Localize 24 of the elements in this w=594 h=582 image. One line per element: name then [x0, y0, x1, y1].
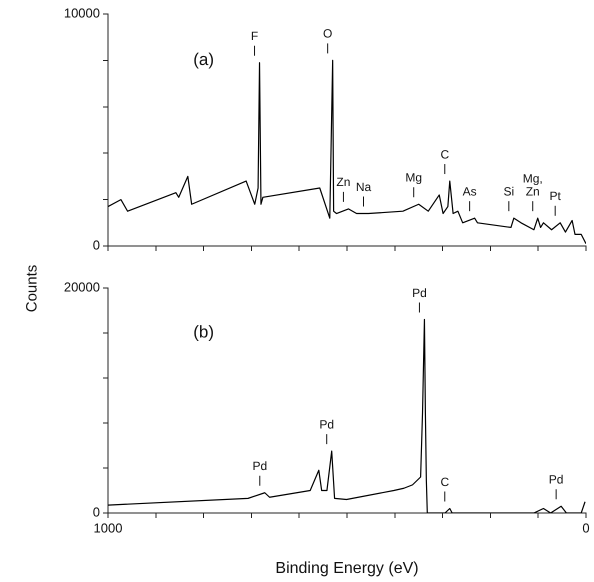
annotation: (a)	[193, 50, 214, 70]
x-axis-title: Binding Energy (eV)	[275, 560, 419, 577]
annotation: Si	[503, 184, 514, 198]
annotation: Mg	[405, 170, 422, 185]
annotation: Pd	[319, 417, 334, 432]
annotation: (b)	[193, 322, 214, 342]
y-tick-label: 10000	[64, 6, 100, 21]
y-axis-title: Counts	[24, 264, 40, 314]
y-tick-label: 0	[92, 504, 100, 520]
y-tick-label: 0	[92, 238, 100, 253]
annotation: F	[250, 29, 258, 44]
x-tick-label: 1000	[94, 520, 122, 536]
annotation: Mg, Zn	[522, 171, 543, 198]
annotation: Pt	[550, 189, 562, 204]
annotation: Pd	[252, 459, 268, 474]
y-tick-label: 20000	[64, 280, 100, 295]
annotation: Pd	[412, 286, 427, 300]
annotation: C	[440, 474, 450, 489]
annotation: Na	[356, 180, 372, 194]
annotation: Pd	[548, 472, 564, 487]
annotation: Zn	[336, 175, 350, 190]
annotation: C	[440, 147, 450, 162]
annotation: As	[462, 184, 477, 198]
annotation: O	[322, 26, 332, 41]
